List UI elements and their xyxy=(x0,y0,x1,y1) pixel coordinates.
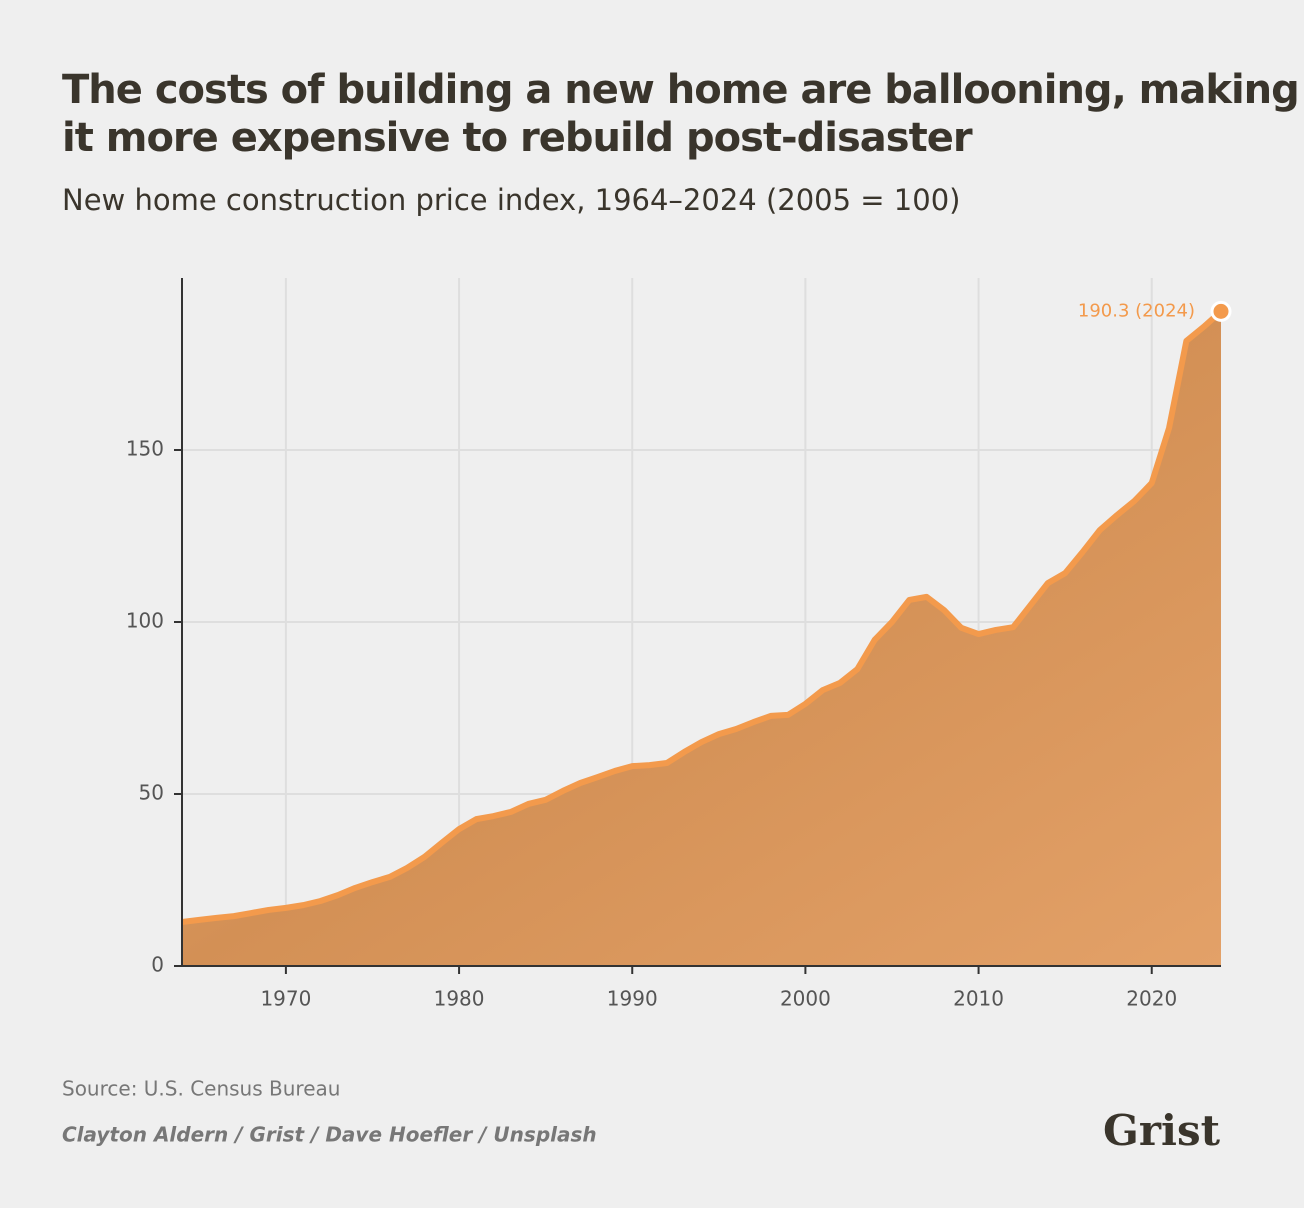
area xyxy=(182,311,1221,966)
x-tick-label: 2010 xyxy=(953,987,1004,1011)
y-tick-label: 0 xyxy=(151,953,164,977)
annotation: 190.3 (2024) xyxy=(1078,300,1195,321)
x-tick-label: 1990 xyxy=(607,987,658,1011)
logo: Grist xyxy=(1103,1106,1221,1155)
x-tick-label: 2000 xyxy=(780,987,831,1011)
end-point xyxy=(1210,300,1232,322)
line xyxy=(181,309,1223,925)
x-tick-label: 2020 xyxy=(1126,987,1177,1011)
credit: Clayton Aldern / Grist / Dave Hoefler / … xyxy=(62,1123,597,1147)
x-tick-label: 1970 xyxy=(260,987,311,1011)
y-tick-label: 150 xyxy=(126,437,164,461)
chart-title: The costs of building a new home are bal… xyxy=(62,67,1299,161)
y-tick-label: 100 xyxy=(126,609,164,633)
y-tick-label: 50 xyxy=(139,781,164,805)
source: Source: U.S. Census Bureau xyxy=(62,1077,340,1101)
chart-subtitle: New home construction price index, 1964–… xyxy=(62,183,960,217)
x-tick-label: 1980 xyxy=(434,987,485,1011)
